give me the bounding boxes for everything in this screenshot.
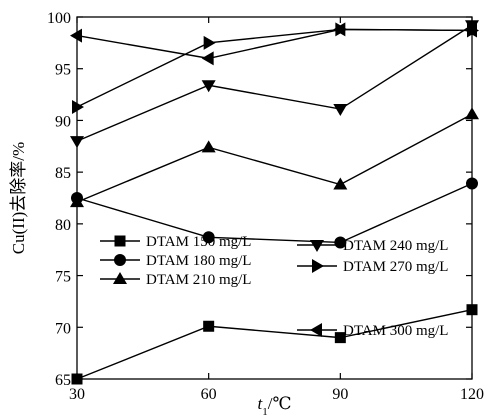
x-tick-label: 90 <box>332 386 348 403</box>
series-line <box>76 182 473 244</box>
data-point <box>334 236 347 249</box>
series-line <box>76 24 473 142</box>
data-point <box>465 107 479 120</box>
data-point <box>466 304 478 316</box>
legend-label: DTAM 180 mg/L <box>146 253 251 269</box>
legend-entry-3: DTAM 210 mg/L <box>100 272 251 288</box>
y-tick-label: 85 <box>55 165 71 182</box>
legend-entry-2: DTAM 180 mg/L <box>100 253 251 269</box>
legend-entry-4: DTAM 240 mg/L <box>297 238 448 254</box>
series-line <box>76 309 473 380</box>
series-line <box>76 28 473 108</box>
data-point <box>203 320 215 332</box>
legend-entry-5: DTAM 270 mg/L <box>297 259 448 275</box>
data-point <box>333 177 348 190</box>
y-tick-label: 95 <box>55 62 71 79</box>
legend-marker <box>114 254 126 266</box>
x-tick-label: 60 <box>201 386 217 403</box>
series-5 <box>72 22 479 114</box>
series-3 <box>70 107 479 208</box>
axis-ticks: 30 60 90 120 65 70 75 80 85 90 95 100 <box>47 10 484 403</box>
axis-titles: t1/℃ Cu(II)去除率/% <box>9 142 291 417</box>
data-point <box>334 332 346 344</box>
data-point <box>70 136 84 149</box>
series-line <box>76 28 473 60</box>
series-layer <box>70 20 479 385</box>
series-line <box>76 113 473 203</box>
y-axis-title: Cu(II)去除率/% <box>9 142 28 254</box>
legend-entry-6: DTAM 300 mg/L <box>297 323 448 339</box>
data-point <box>70 195 84 208</box>
data-point <box>465 20 479 33</box>
y-tick-label: 70 <box>55 320 71 337</box>
y-tick-label: 90 <box>55 113 71 130</box>
x-axis-unit: /℃ <box>268 394 292 413</box>
x-axis-var: t <box>258 394 264 413</box>
y-tick-label: 80 <box>55 217 71 234</box>
series-4 <box>70 20 479 149</box>
y-tick-label: 65 <box>55 372 71 389</box>
data-point <box>333 104 348 117</box>
legend-marker <box>114 235 126 247</box>
series-6 <box>70 22 477 66</box>
legend-marker <box>113 272 127 284</box>
data-point <box>202 231 215 244</box>
legend-marker <box>310 323 322 337</box>
data-point <box>201 51 214 66</box>
x-axis-title: t1/℃ <box>258 394 292 417</box>
data-point <box>333 22 346 37</box>
legend-label: DTAM 240 mg/L <box>343 238 448 254</box>
legend-label: DTAM 210 mg/L <box>146 272 251 288</box>
legend-label: DTAM 150 mg/L <box>146 234 251 250</box>
series-1 <box>71 304 478 385</box>
x-axis-sub: 1 <box>262 406 268 417</box>
data-point <box>72 99 84 114</box>
data-point <box>71 373 83 385</box>
data-point <box>201 140 216 153</box>
x-tick-label: 30 <box>69 386 85 403</box>
legend: DTAM 150 mg/L DTAM 180 mg/L DTAM 210 mg/L D… <box>100 234 448 339</box>
x-tick-label: 120 <box>460 386 484 403</box>
legend-marker <box>310 240 324 252</box>
legend-entry-1: DTAM 150 mg/L <box>100 234 251 250</box>
data-point <box>465 23 477 38</box>
legend-marker <box>312 259 324 273</box>
y-tick-label: 100 <box>47 10 71 27</box>
legend-label: DTAM 270 mg/L <box>343 259 448 275</box>
data-point <box>203 35 216 50</box>
data-point <box>201 80 216 93</box>
legend-label: DTAM 300 mg/L <box>343 323 448 339</box>
data-point <box>466 177 478 190</box>
data-point <box>70 28 82 43</box>
y-tick-label: 75 <box>55 269 71 286</box>
